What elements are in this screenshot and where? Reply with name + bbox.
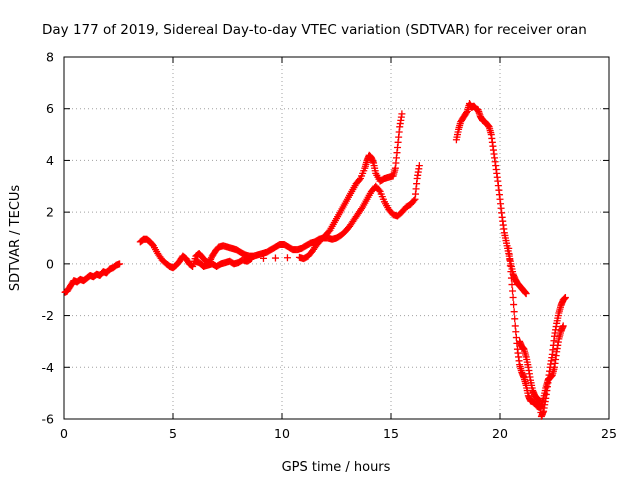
data-point-marker [415, 162, 423, 170]
y-axis-label: SDTVAR / TECUs [8, 185, 23, 292]
data-point-marker [522, 290, 530, 298]
data-point-marker [559, 322, 567, 330]
chart-title: Day 177 of 2019, Sidereal Day-to-day VTE… [42, 22, 587, 38]
data-point-marker [410, 197, 418, 205]
series-segment-3b [505, 244, 567, 411]
data-point-marker [116, 260, 124, 268]
data-point-marker [283, 254, 291, 262]
data-point-marker [398, 110, 406, 118]
x-axis-tick-labels: 0 5 10 15 20 25 [60, 426, 617, 441]
x-tick-label: 15 [383, 426, 399, 441]
y-tick-label: 6 [46, 101, 54, 116]
y-tick-label: 2 [46, 205, 54, 220]
x-tick-label: 20 [492, 426, 508, 441]
x-tick-label: 10 [274, 426, 290, 441]
series-segment-2b [191, 110, 406, 270]
series-segment-3 [452, 100, 530, 298]
data-point-marker [510, 301, 518, 309]
data-point-marker [507, 268, 515, 276]
data-point-marker [375, 186, 383, 194]
series-segment-3c [516, 293, 569, 420]
data-point-marker [358, 205, 366, 213]
data-point-marker [510, 308, 518, 316]
x-axis-label: GPS time / hours [282, 460, 391, 475]
data-point-marker [259, 254, 267, 262]
y-axis-tick-labels: -6 -4 -2 0 2 4 6 8 [42, 50, 55, 427]
data-point-marker [462, 109, 470, 117]
data-point-marker [247, 255, 255, 263]
data-point-marker [355, 176, 363, 184]
y-tick-label: -4 [42, 360, 55, 375]
x-tick-label: 5 [169, 426, 177, 441]
y-tick-label: 8 [46, 50, 54, 65]
x-tick-label: 25 [601, 426, 617, 441]
plot-frame [63, 56, 610, 420]
data-point-marker [509, 293, 517, 301]
data-point-marker [507, 274, 515, 282]
series-segment-1 [61, 260, 124, 296]
axis-tick-marks [63, 56, 610, 420]
data-point-marker [561, 293, 569, 301]
x-tick-label: 0 [60, 426, 68, 441]
data-point-marker [511, 315, 519, 323]
y-tick-label: 4 [46, 153, 54, 168]
y-tick-label: -6 [42, 412, 55, 427]
data-point-marker [271, 254, 279, 262]
y-tick-label: -2 [42, 308, 54, 323]
data-point-marker [509, 287, 517, 295]
data-series-group [61, 100, 569, 420]
y-tick-label: 0 [46, 256, 54, 271]
data-point-marker [508, 281, 516, 289]
